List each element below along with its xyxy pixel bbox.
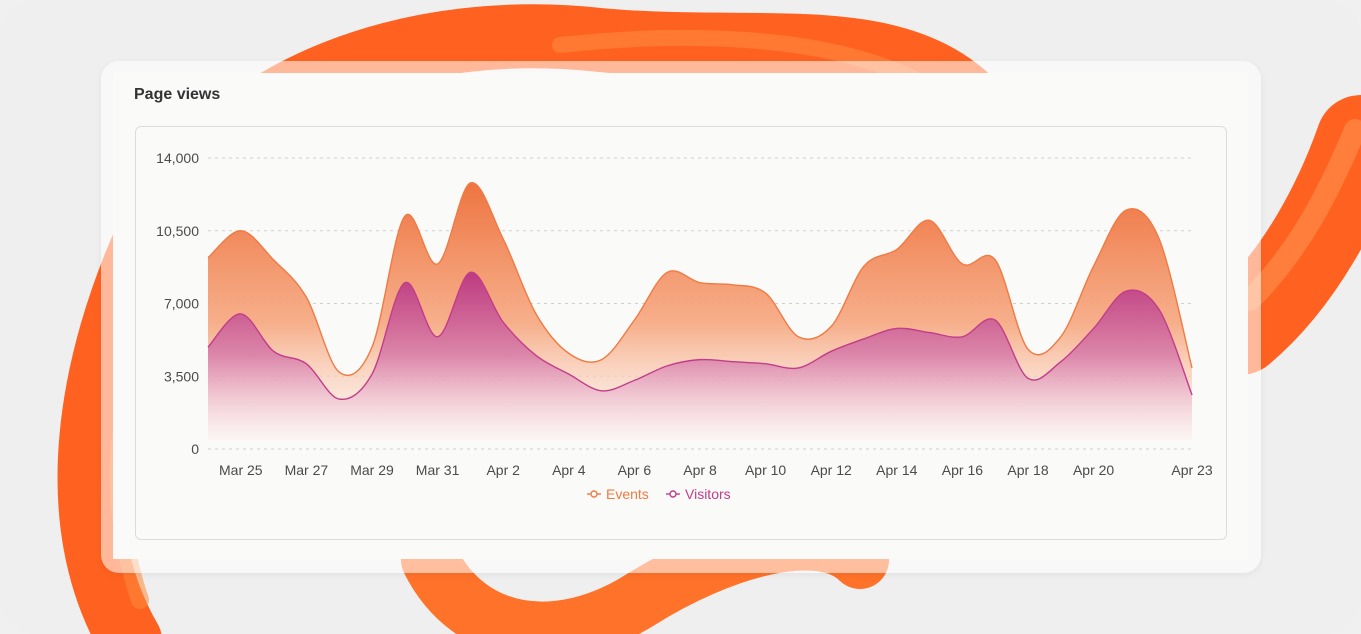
y-tick-label: 14,000: [156, 150, 199, 166]
legend-label: Events: [606, 486, 649, 502]
x-tick-label: Apr 8: [683, 462, 717, 478]
x-tick-label: Mar 31: [416, 462, 460, 478]
x-tick-label: Apr 10: [745, 462, 786, 478]
x-tick-label: Mar 27: [285, 462, 329, 478]
x-tick-label: Apr 16: [942, 462, 983, 478]
events-series-line: [207, 182, 1193, 377]
legend-item-visitors[interactable]: Visitors: [666, 486, 731, 502]
x-tick-label: Apr 2: [486, 462, 520, 478]
visitors-series-area: [208, 272, 1192, 440]
visitors-series-line: [207, 271, 1193, 401]
x-tick-label: Apr 12: [811, 462, 852, 478]
x-tick-label: Apr 20: [1073, 462, 1114, 478]
y-tick-label: 10,500: [156, 223, 199, 239]
page-views-title: Page views: [134, 86, 221, 103]
x-tick-label: Apr 18: [1007, 462, 1048, 478]
x-tick-label: Apr 23: [1171, 462, 1212, 478]
y-tick-label: 7,000: [164, 296, 199, 312]
legend-marker: [669, 490, 677, 498]
x-tick-label: Apr 6: [618, 462, 652, 478]
legend-label: Visitors: [685, 486, 731, 502]
legend-marker: [590, 490, 598, 498]
y-tick-label: 0: [191, 441, 199, 457]
legend-item-events[interactable]: Events: [587, 486, 649, 502]
x-tick-label: Apr 14: [876, 462, 917, 478]
x-tick-label: Apr 4: [552, 462, 586, 478]
x-tick-label: Mar 29: [350, 462, 394, 478]
y-tick-label: 3,500: [164, 368, 199, 384]
x-tick-label: Mar 25: [219, 462, 263, 478]
